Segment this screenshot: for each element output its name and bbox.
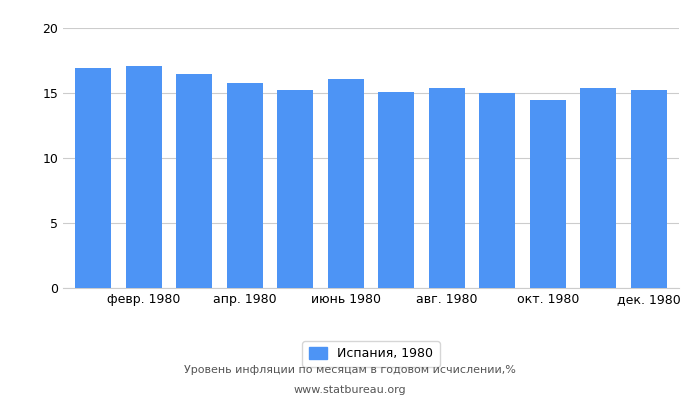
Bar (378, 92, 414, 288)
Text: Уровень инфляции по месяцам в годовом исчислении,%: Уровень инфляции по месяцам в годовом ис… (184, 365, 516, 375)
Bar (529, 100, 566, 288)
Bar (580, 88, 617, 288)
Bar (125, 66, 162, 288)
Bar (479, 93, 515, 288)
Bar (631, 90, 667, 288)
Text: www.statbureau.org: www.statbureau.org (294, 385, 406, 395)
Legend: Испания, 1980: Испания, 1980 (302, 341, 440, 366)
Bar (176, 74, 213, 288)
Bar (428, 88, 465, 288)
Bar (277, 90, 314, 288)
Bar (75, 68, 111, 288)
Bar (328, 79, 364, 288)
Bar (227, 82, 263, 288)
